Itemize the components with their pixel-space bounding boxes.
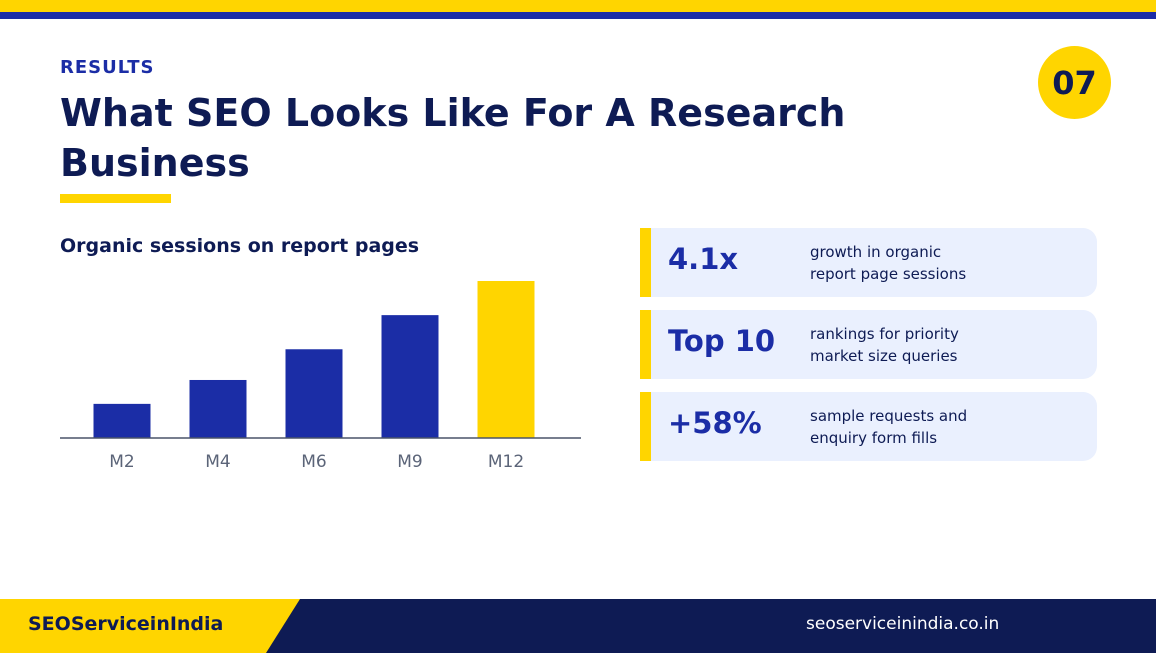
stat-description-line: rankings for priority <box>810 325 959 343</box>
bar-m6 <box>285 349 343 438</box>
stat-card-accent <box>640 310 651 379</box>
x-tick-label: M12 <box>488 452 524 472</box>
top-accent-bar-blue <box>0 12 1156 19</box>
stat-value: 4.1x <box>668 242 739 276</box>
bar-m2 <box>93 403 151 438</box>
bar-m9 <box>381 315 439 438</box>
stat-description: rankings for priority market size querie… <box>810 323 1090 367</box>
stat-card-growth: 4.1x growth in organic report page sessi… <box>640 228 1097 297</box>
bar-m4 <box>189 379 247 438</box>
stat-description: sample requests and enquiry form fills <box>810 405 1090 449</box>
section-eyebrow: RESULTS <box>60 57 155 78</box>
top-accent-bar-yellow <box>0 0 1156 12</box>
x-tick-label: M4 <box>205 452 230 472</box>
organic-sessions-bar-chart: M2 M4 M6 M9 M12 <box>60 281 581 472</box>
stat-description-line: market size queries <box>810 347 958 365</box>
footer-brand-name: SEOServiceinIndia <box>28 613 224 635</box>
slide-title: What SEO Looks Like For A Research Busin… <box>60 91 846 185</box>
stat-description: growth in organic report page sessions <box>810 241 1090 285</box>
stat-card-enquiries: +58% sample requests and enquiry form fi… <box>640 392 1097 461</box>
footer-website-url[interactable]: seoserviceinindia.co.in <box>806 614 1000 634</box>
x-tick-label: M6 <box>301 452 326 472</box>
title-underline <box>60 194 171 203</box>
x-tick-label: M2 <box>109 452 134 472</box>
stat-card-accent <box>640 392 651 461</box>
stat-description-line: report page sessions <box>810 265 967 283</box>
stat-description-line: sample requests and <box>810 407 968 425</box>
stat-card-rankings: Top 10 rankings for priority market size… <box>640 310 1097 379</box>
stat-value: +58% <box>668 406 762 440</box>
x-tick-label: M9 <box>397 452 422 472</box>
page-number-badge: 07 <box>1038 46 1111 119</box>
stat-description-line: enquiry form fills <box>810 429 938 447</box>
stat-value: Top 10 <box>668 324 776 358</box>
stat-card-accent <box>640 228 651 297</box>
footer-brand-panel <box>0 599 300 653</box>
bar-m12 <box>477 281 535 438</box>
stat-description-line: growth in organic <box>810 243 942 261</box>
chart-title: Organic sessions on report pages <box>60 235 420 257</box>
